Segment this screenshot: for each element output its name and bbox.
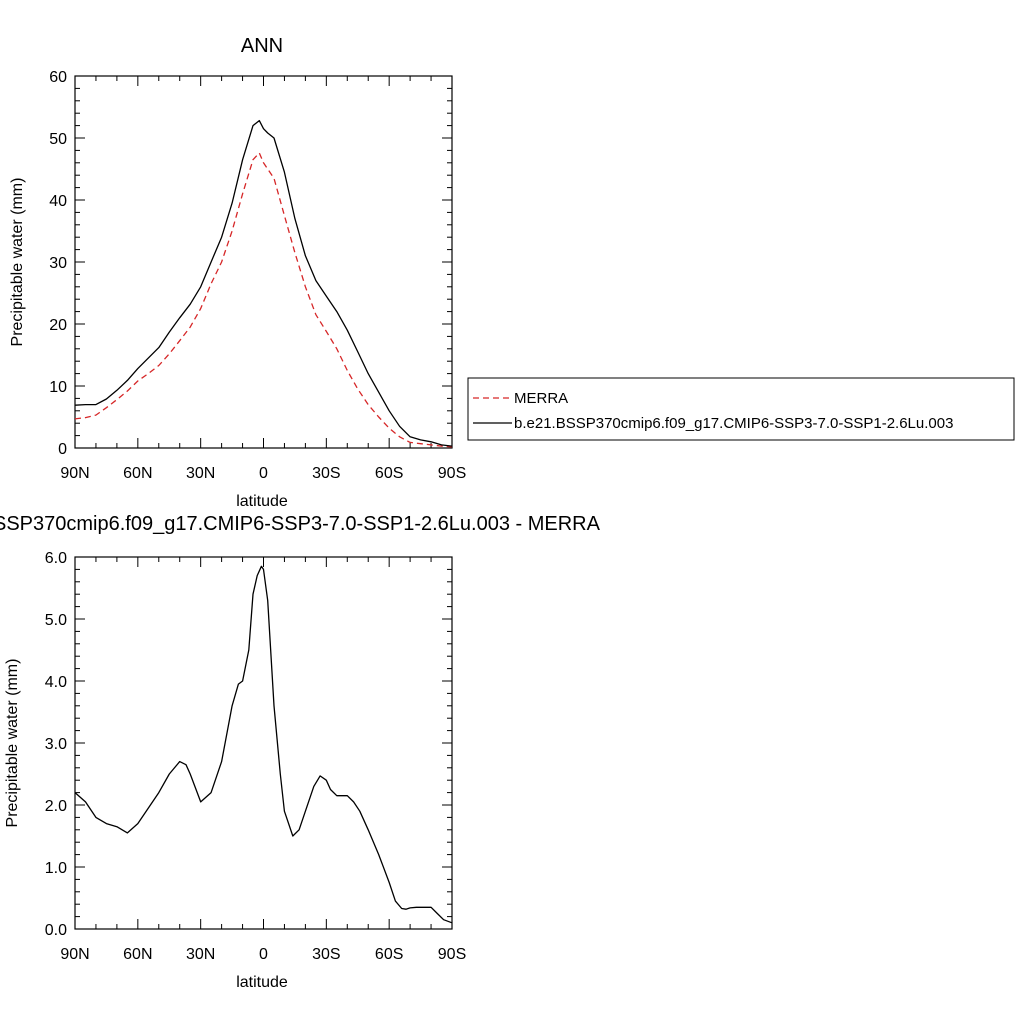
legend-label-merra: MERRA [514,390,568,407]
bottom-y-tick-label: 2.0 [45,798,67,815]
bottom-plot-frame [74,556,453,930]
top-x-tick-label: 90S [438,465,466,482]
top-chart-title: ANN [241,35,283,57]
bottom-x-tick-label: 30S [312,946,340,963]
top-plot-frame [74,75,453,449]
top-y-axis-label: Precipitable water (mm) [9,178,26,347]
bottom-y-tick-label: 1.0 [45,860,67,877]
top-x-axis-label: latitude [236,493,288,510]
top-x-tick-label: 90N [60,465,89,482]
bottom-panel: b.e21.BSSP370cmip6.f09_g17.CMIP6-SSP3-7.… [0,513,601,991]
bottom-series [74,565,453,924]
top-x-tick-label: 30N [186,465,215,482]
legend-label-model: b.e21.BSSP370cmip6.f09_g17.CMIP6-SSP3-7.… [514,415,953,432]
legend: MERRA b.e21.BSSP370cmip6.f09_g17.CMIP6-S… [467,377,1015,441]
bottom-x-tick-label: 90N [60,946,89,963]
bottom-chart-title: b.e21.BSSP370cmip6.f09_g17.CMIP6-SSP3-7.… [0,513,601,535]
top-y-tick-label: 50 [49,131,67,148]
top-y-tick-label: 60 [49,69,67,86]
top-x-tick-label: 60N [123,465,152,482]
bottom-series-line-0 [74,565,453,924]
top-x-tick-label: 0 [259,465,268,482]
top-series-line-0 [74,152,453,448]
bottom-x-tick-label: 0 [259,946,268,963]
top-y-tick-label: 40 [49,193,67,210]
top-x-tick-label: 30S [312,465,340,482]
bottom-x-tick-label: 60S [375,946,403,963]
top-y-tick-label: 10 [49,379,67,396]
bottom-y-tick-label: 4.0 [45,674,67,691]
bottom-y-tick-label: 3.0 [45,736,67,753]
bottom-y-tick-label: 5.0 [45,612,67,629]
top-y-tick-label: 0 [58,441,67,458]
bottom-y-tick-label: 0.0 [45,922,67,939]
bottom-x-tick-label: 30N [186,946,215,963]
top-y-tick-label: 20 [49,317,67,334]
top-series [74,119,453,448]
top-panel: ANN 90N 60N 30N 0 30S 60S 90S 0 10 20 30 40 50 60 lat… [9,35,1015,510]
bottom-x-tick-label: 60N [123,946,152,963]
bottom-ticks: 90N 60N 30N 0 30S 60S 90S 0.0 1.0 2.0 3.0 4.0 5.0 6.0 [45,550,466,963]
legend-box [467,377,1015,441]
top-x-tick-label: 60S [375,465,403,482]
top-ticks: 90N 60N 30N 0 30S 60S 90S 0 10 20 30 40 50 60 [49,69,466,482]
bottom-y-axis-label: Precipitable water (mm) [4,659,21,828]
bottom-x-tick-label: 90S [438,946,466,963]
top-y-tick-label: 30 [49,255,67,272]
bottom-x-axis-label: latitude [236,974,288,991]
bottom-y-tick-label: 6.0 [45,550,67,567]
top-series-line-1 [74,119,453,447]
